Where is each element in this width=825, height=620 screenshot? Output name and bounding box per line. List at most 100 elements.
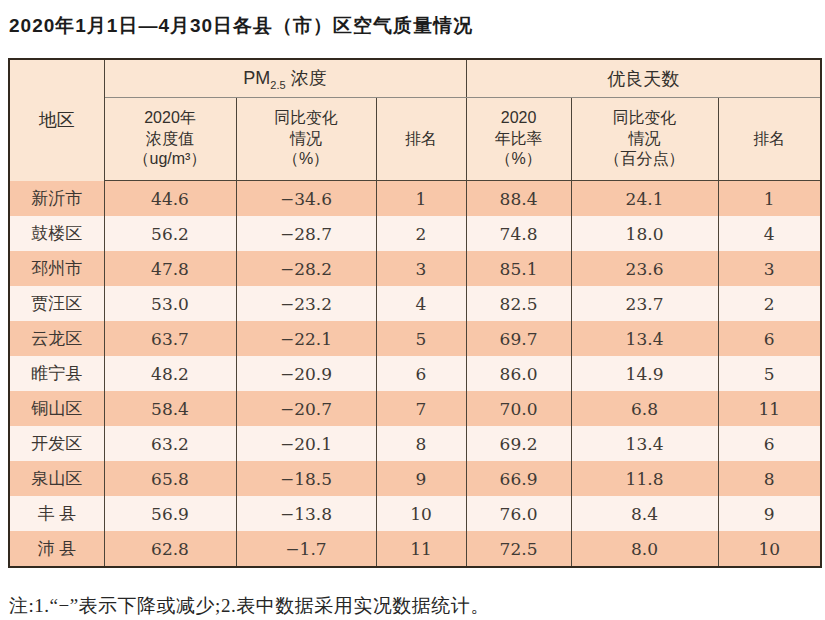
cell-pm-rank: 10	[376, 496, 466, 531]
cell-pm-rank: 5	[376, 321, 466, 356]
cell-rate-change: 13.4	[571, 321, 718, 356]
cell-rate-change: 23.7	[571, 286, 718, 321]
cell-pm-change: −28.2	[236, 251, 376, 286]
cell-rate-change: 8.0	[571, 531, 718, 567]
cell-rate-change: 24.1	[571, 181, 718, 217]
cell-region: 睢宁县	[9, 356, 104, 391]
table-row: 泉山区65.8−18.5966.911.88	[9, 461, 821, 496]
cell-rate-rank: 5	[718, 356, 821, 391]
cell-pm-value: 65.8	[104, 461, 236, 496]
cell-region: 贾汪区	[9, 286, 104, 321]
cell-rate-rank: 2	[718, 286, 821, 321]
cell-pm-change: −18.5	[236, 461, 376, 496]
cell-rate-value: 69.7	[466, 321, 571, 356]
cell-region: 丰 县	[9, 496, 104, 531]
cell-pm-value: 47.8	[104, 251, 236, 286]
cell-pm-value: 48.2	[104, 356, 236, 391]
cell-rate-value: 76.0	[466, 496, 571, 531]
cell-region: 鼓楼区	[9, 216, 104, 251]
cell-region: 新沂市	[9, 181, 104, 217]
footnote: 注:1.“−”表示下降或减少;2.表中数据采用实况数据统计。	[9, 593, 820, 619]
cell-rate-change: 13.4	[571, 426, 718, 461]
table-row: 睢宁县48.2−20.9686.014.95	[9, 356, 821, 391]
cell-region: 沛 县	[9, 531, 104, 567]
column-header-rate-value: 2020 年比率 （%）	[466, 98, 571, 181]
table-body: 新沂市44.6−34.6188.424.11鼓楼区56.2−28.7274.81…	[9, 181, 821, 568]
cell-rate-rank: 1	[718, 181, 821, 217]
cell-rate-rank: 3	[718, 251, 821, 286]
table-row: 丰 县56.9−13.81076.08.49	[9, 496, 821, 531]
cell-region: 邳州市	[9, 251, 104, 286]
cell-pm-change: −34.6	[236, 181, 376, 217]
cell-pm-change: −22.1	[236, 321, 376, 356]
cell-rate-change: 8.4	[571, 496, 718, 531]
cell-pm-value: 56.2	[104, 216, 236, 251]
cell-pm-change: −13.8	[236, 496, 376, 531]
table-row: 铜山区58.4−20.7770.06.811	[9, 391, 821, 426]
table-row: 新沂市44.6−34.6188.424.11	[9, 181, 821, 217]
cell-rate-rank: 6	[718, 321, 821, 356]
column-header-rate-rank: 排名	[718, 98, 821, 181]
cell-rate-value: 70.0	[466, 391, 571, 426]
column-header-region: 地区	[9, 59, 104, 181]
cell-pm-change: −23.2	[236, 286, 376, 321]
cell-pm-rank: 4	[376, 286, 466, 321]
page-title: 2020年1月1日—4月30日各县（市）区空气质量情况	[9, 13, 820, 39]
cell-region: 铜山区	[9, 391, 104, 426]
header-sub-row: 2020年 浓度值 （ug/m³） 同比变化 情况 （%） 排名 2020 年比…	[9, 98, 821, 181]
table-row: 贾汪区53.0−23.2482.523.72	[9, 286, 821, 321]
pm25-label-prefix: PM	[243, 68, 270, 88]
cell-pm-rank: 1	[376, 181, 466, 217]
cell-pm-value: 62.8	[104, 531, 236, 567]
cell-pm-value: 63.2	[104, 426, 236, 461]
column-header-rate-change: 同比变化 情况 （百分点）	[571, 98, 718, 181]
cell-rate-value: 88.4	[466, 181, 571, 217]
cell-pm-value: 63.7	[104, 321, 236, 356]
cell-pm-rank: 6	[376, 356, 466, 391]
cell-pm-rank: 11	[376, 531, 466, 567]
cell-pm-rank: 3	[376, 251, 466, 286]
cell-rate-change: 14.9	[571, 356, 718, 391]
column-group-pm25: PM2.5 浓度	[104, 59, 466, 98]
cell-pm-rank: 9	[376, 461, 466, 496]
cell-region: 开发区	[9, 426, 104, 461]
table-header: 地区 PM2.5 浓度 优良天数 2020年 浓度值 （ug/m³） 同比变化 …	[9, 59, 821, 181]
table-row: 邳州市47.8−28.2385.123.63	[9, 251, 821, 286]
cell-pm-rank: 8	[376, 426, 466, 461]
cell-rate-rank: 10	[718, 531, 821, 567]
cell-rate-value: 72.5	[466, 531, 571, 567]
cell-rate-value: 66.9	[466, 461, 571, 496]
cell-rate-value: 69.2	[466, 426, 571, 461]
cell-region: 泉山区	[9, 461, 104, 496]
column-group-good-days: 优良天数	[466, 59, 821, 98]
cell-pm-value: 53.0	[104, 286, 236, 321]
cell-pm-value: 56.9	[104, 496, 236, 531]
table-row: 沛 县62.8−1.71172.58.010	[9, 531, 821, 567]
cell-pm-rank: 2	[376, 216, 466, 251]
table-row: 鼓楼区56.2−28.7274.818.04	[9, 216, 821, 251]
cell-pm-change: −1.7	[236, 531, 376, 567]
cell-rate-rank: 8	[718, 461, 821, 496]
cell-pm-change: −20.9	[236, 356, 376, 391]
cell-rate-rank: 4	[718, 216, 821, 251]
cell-pm-change: −20.1	[236, 426, 376, 461]
cell-pm-value: 44.6	[104, 181, 236, 217]
cell-pm-value: 58.4	[104, 391, 236, 426]
cell-pm-change: −20.7	[236, 391, 376, 426]
cell-rate-change: 6.8	[571, 391, 718, 426]
air-quality-table: 地区 PM2.5 浓度 优良天数 2020年 浓度值 （ug/m³） 同比变化 …	[8, 58, 822, 568]
page: 2020年1月1日—4月30日各县（市）区空气质量情况 地区 PM2.5 浓度 …	[0, 0, 825, 619]
cell-pm-rank: 7	[376, 391, 466, 426]
table-row: 云龙区63.7−22.1569.713.46	[9, 321, 821, 356]
header-group-row: 地区 PM2.5 浓度 优良天数	[9, 59, 821, 98]
cell-rate-value: 86.0	[466, 356, 571, 391]
cell-region: 云龙区	[9, 321, 104, 356]
column-header-pm-rank: 排名	[376, 98, 466, 181]
cell-pm-change: −28.7	[236, 216, 376, 251]
pm25-label-subscript: 2.5	[270, 79, 285, 91]
cell-rate-change: 18.0	[571, 216, 718, 251]
table-row: 开发区63.2−20.1869.213.46	[9, 426, 821, 461]
pm25-label-suffix: 浓度	[286, 68, 327, 88]
cell-rate-value: 82.5	[466, 286, 571, 321]
cell-rate-rank: 11	[718, 391, 821, 426]
